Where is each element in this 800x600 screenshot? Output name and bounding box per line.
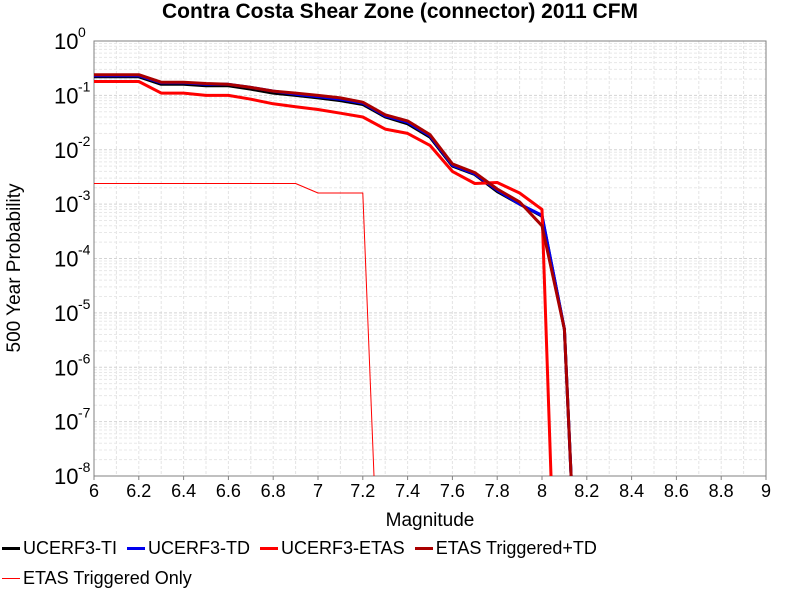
y-tick-exponent: -4 — [78, 242, 91, 258]
x-tick-label: 7.2 — [350, 481, 375, 501]
x-tick-label: 6.4 — [171, 481, 196, 501]
y-tick-label: 10 — [54, 301, 78, 326]
legend-item: ETAS Triggered Only — [2, 568, 192, 589]
series-line — [94, 183, 375, 476]
legend-item: ETAS Triggered+TD — [414, 538, 597, 559]
legend-label: UCERF3-TI — [23, 538, 117, 558]
x-tick-label: 7.8 — [485, 481, 510, 501]
x-tick-label: 6.8 — [261, 481, 286, 501]
x-tick-label: 8.4 — [619, 481, 644, 501]
x-tick-label: 9 — [761, 481, 771, 501]
y-tick-label: 10 — [54, 410, 78, 435]
y-tick-exponent: 0 — [78, 24, 86, 40]
legend-swatch — [2, 578, 20, 579]
y-tick-exponent: -1 — [78, 78, 91, 94]
y-tick-exponent: -6 — [78, 350, 91, 366]
y-tick-exponent: -5 — [78, 296, 91, 312]
legend-item: UCERF3-ETAS — [260, 538, 405, 559]
y-tick-label: 10 — [54, 29, 78, 54]
x-tick-label: 6.2 — [126, 481, 151, 501]
series-line — [94, 73, 573, 476]
x-tick-label: 8.2 — [574, 481, 599, 501]
grid-lines — [94, 41, 766, 476]
legend-row: UCERF3-TI UCERF3-TD UCERF3-ETAS ETAS Trigge… — [2, 538, 607, 559]
x-axis-label: Magnitude — [386, 510, 475, 531]
y-tick-label: 10 — [54, 247, 78, 272]
x-tick-label: 8.8 — [709, 481, 734, 501]
series-layer — [94, 73, 573, 476]
y-axis-label: 500 Year Probability — [4, 183, 25, 353]
x-tick-label: 8 — [537, 481, 547, 501]
legend-swatch — [2, 547, 20, 550]
plot-frame — [93, 40, 767, 477]
y-tick-label: 10 — [54, 464, 78, 489]
y-tick-label: 10 — [54, 355, 78, 380]
y-tick-exponent: -8 — [78, 459, 91, 475]
legend-swatch — [414, 547, 433, 550]
legend-swatch — [260, 547, 278, 550]
y-tick-label: 10 — [54, 83, 78, 108]
legend-swatch — [127, 547, 145, 550]
legend-row: ETAS Triggered Only — [2, 568, 202, 589]
legend-item: UCERF3-TI — [2, 538, 117, 559]
x-axis-ticks: 6 6.2 6.4 6.6 6.8 7 7.2 7.4 7.6 7.8 8 8.2 8.4 8.6 8.8 9 — [89, 476, 771, 501]
legend-label: UCERF3-ETAS — [281, 538, 405, 558]
x-tick-label: 8.6 — [664, 481, 689, 501]
legend-label: ETAS Triggered+TD — [435, 538, 597, 558]
x-tick-label: 7.6 — [440, 481, 465, 501]
chart-title: Contra Costa Shear Zone (connector) 2011… — [161, 0, 639, 23]
y-tick-label: 10 — [54, 192, 78, 217]
y-tick-label: 10 — [54, 138, 78, 163]
x-tick-label: 6.6 — [216, 481, 241, 501]
legend-label: UCERF3-TD — [148, 538, 250, 558]
y-tick-exponent: -3 — [78, 187, 91, 203]
x-tick-label: 7.4 — [395, 481, 420, 501]
legend-item: UCERF3-TD — [127, 538, 250, 559]
legend-label: ETAS Triggered Only — [23, 568, 192, 588]
y-tick-exponent: -7 — [78, 405, 91, 421]
x-tick-label: 7 — [313, 481, 323, 501]
x-tick-label: 6 — [89, 481, 99, 501]
y-tick-exponent: -2 — [78, 133, 91, 149]
series-line — [94, 80, 553, 476]
